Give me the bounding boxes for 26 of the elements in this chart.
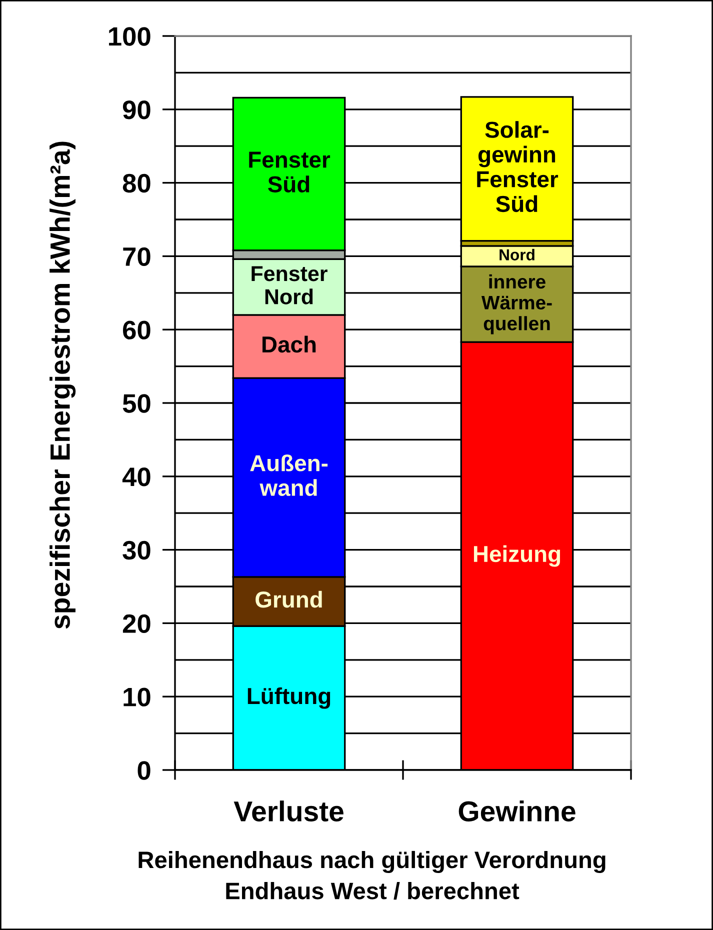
y-tick-label: 80	[122, 174, 150, 193]
text: Reihenendhaus nach gültiger Verordnung	[138, 850, 606, 874]
text: Endhaus West / berechnet	[226, 882, 520, 900]
y-tick-label: 70	[123, 247, 150, 266]
series-label: Lüftung	[248, 687, 330, 709]
x-tick-label: Gewinne	[458, 800, 576, 822]
y-tick-label: 20	[122, 614, 150, 634]
y-tick-label: 100	[109, 27, 150, 46]
series-label: Außen- wand	[250, 454, 328, 496]
series-label: Fenster Nord	[252, 266, 328, 304]
y-tick-label: 60	[123, 320, 150, 340]
x-tick-label: Verluste	[234, 800, 344, 822]
y-axis-title: spezifischer Energiestrom kWh/(m²a)	[50, 142, 76, 629]
series-label: Grund	[256, 590, 322, 608]
y-tick-label: 90	[122, 100, 150, 120]
y-tick-label: 10	[124, 688, 150, 706]
series-label: innere Wärme- quellen	[481, 274, 552, 334]
series-label: Dach	[262, 336, 316, 353]
y-tick-label: 50	[122, 394, 150, 413]
y-tick-label: 30	[122, 540, 150, 560]
y-tick-label: 0	[138, 761, 150, 780]
y-tick-label: 40	[122, 468, 150, 486]
series-label: Solar- gewinn Fenster Süd	[477, 121, 558, 212]
series-label: Nord	[500, 248, 534, 260]
series-label: Fenster Süd	[249, 152, 330, 192]
series-label: Heizung	[474, 545, 560, 567]
